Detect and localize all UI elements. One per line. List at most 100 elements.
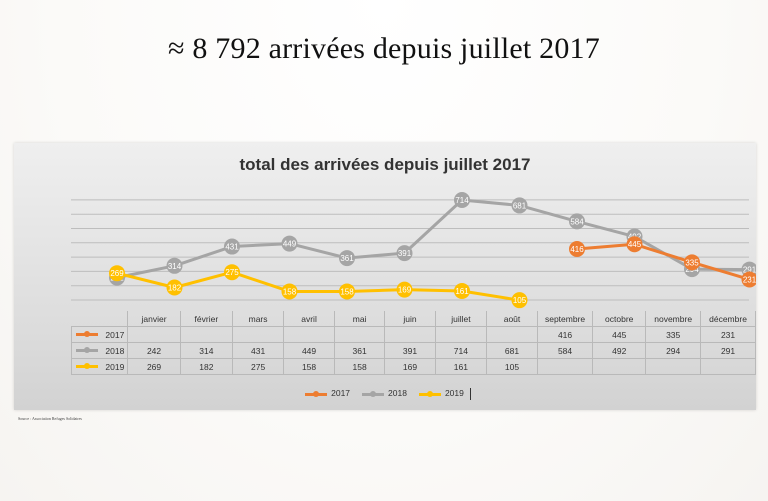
data-label-2018: 391 [398, 249, 412, 258]
series-swatch [76, 331, 98, 337]
table-cell [700, 358, 756, 375]
table-cell: 431 [231, 342, 285, 359]
table-header-row: janvier février mars avril mai juin juil… [72, 311, 756, 327]
data-label-2017: 416 [570, 245, 584, 254]
data-label-2019: 105 [513, 296, 527, 305]
table-cell: 361 [333, 342, 386, 359]
table-cell: 269 [127, 358, 181, 375]
table-cell [333, 326, 386, 343]
series-swatch [76, 363, 98, 369]
table-cell: 291 [700, 342, 756, 359]
table-cell: 416 [536, 326, 594, 343]
table-cell: 391 [384, 342, 436, 359]
data-point-2019 [224, 264, 240, 281]
table-cell: 449 [283, 342, 335, 359]
table-cell: 294 [645, 342, 702, 359]
data-point-2018 [569, 213, 585, 230]
data-label-2017: 231 [743, 275, 756, 284]
data-point-2017 [741, 271, 756, 288]
data-label-2019: 269 [110, 269, 124, 278]
data-label-2017: 335 [685, 258, 699, 267]
month-header: septembre [536, 311, 594, 327]
data-point-2017 [626, 236, 643, 253]
data-label-2018: 431 [225, 243, 239, 252]
table-cell [231, 326, 285, 343]
table-cell [283, 326, 335, 343]
data-point-2018 [339, 250, 355, 267]
data-point-2019 [166, 279, 183, 296]
row-label-2019: 2019 [70, 358, 129, 375]
data-point-2019 [109, 265, 125, 282]
table-cell: 445 [592, 326, 647, 343]
table-cell: 242 [127, 342, 181, 359]
data-point-2018 [511, 197, 528, 214]
table-cell [592, 358, 647, 375]
series-line-2017 [576, 242, 750, 281]
month-header: février [179, 311, 233, 327]
data-label-2019: 158 [340, 287, 354, 296]
chart-title: total des arrivées depuis juillet 2017 [239, 155, 531, 174]
data-point-2018 [281, 235, 298, 252]
chart-panel: total des arrivées depuis juillet 2017 2… [14, 143, 756, 410]
month-header: juillet [434, 311, 488, 327]
table-row-2017: 2017 416 445 335 231 [70, 326, 756, 343]
table-cell [179, 326, 233, 343]
month-header: avril [283, 311, 335, 327]
slide-title: ≈ 8 792 arrivées depuis juillet 2017 [168, 32, 600, 65]
line-chart: 2423144314493613917146815844922942914164… [71, 192, 756, 309]
data-point-2018 [396, 245, 413, 262]
table-cell [486, 326, 538, 343]
data-label-2018: 681 [513, 201, 527, 210]
table-cell [536, 358, 594, 375]
data-label-2018: 449 [283, 240, 297, 249]
legend-swatch [362, 391, 385, 398]
data-point-2017 [684, 254, 700, 271]
data-table: janvier février mars avril mai juin juil… [70, 311, 756, 375]
legend-item-2018: 2018 [362, 388, 407, 398]
legend-item-2019: 2019 [418, 388, 464, 398]
data-point-2019 [281, 283, 298, 300]
table-cell [384, 326, 436, 343]
legend-swatch [305, 391, 328, 398]
data-label-2018: 314 [168, 262, 182, 271]
data-label-2018: 361 [340, 254, 354, 263]
month-header: octobre [592, 311, 647, 327]
month-header: mars [231, 311, 285, 327]
chart-legend: 2017 2018 2019 [14, 388, 756, 400]
table-cell: 158 [283, 358, 335, 375]
data-point-2019 [339, 283, 355, 300]
table-cell: 275 [231, 358, 285, 375]
data-label-2018: 714 [455, 196, 469, 205]
data-label-2019: 161 [455, 287, 469, 296]
table-cell: 314 [179, 342, 233, 359]
table-cell: 681 [486, 342, 538, 359]
table-cell [645, 358, 702, 375]
table-cell: 714 [434, 342, 488, 359]
table-cell: 492 [592, 342, 647, 359]
month-header: août [486, 311, 538, 327]
series-swatch [76, 347, 98, 353]
table-cell: 182 [179, 358, 233, 375]
table-corner [72, 311, 128, 327]
text-cursor [469, 388, 471, 400]
table-cell: 169 [384, 358, 436, 375]
data-point-2019 [454, 282, 470, 299]
series-line-2018 [116, 198, 750, 280]
data-label-2019: 169 [398, 286, 412, 295]
data-point-2018 [454, 192, 470, 208]
data-label-2018: 584 [570, 217, 584, 226]
table-cell: 231 [700, 326, 756, 343]
month-header: juin [384, 311, 436, 327]
data-label-2018: 291 [743, 266, 756, 275]
table-row-2019: 2019 269 182 275 158 158 169 161 105 [70, 358, 756, 375]
row-label-2017: 2017 [70, 326, 129, 343]
source-note: Source : Association Refuges Solidaires [18, 416, 82, 421]
data-label-2019: 158 [283, 287, 297, 296]
legend-item-2017: 2017 [305, 388, 350, 398]
month-header: mai [333, 311, 386, 327]
series-line-2019 [116, 270, 520, 302]
data-point-2019 [511, 292, 528, 309]
legend-swatch [418, 391, 441, 398]
data-point-2018 [224, 238, 240, 255]
month-header: novembre [645, 311, 702, 327]
